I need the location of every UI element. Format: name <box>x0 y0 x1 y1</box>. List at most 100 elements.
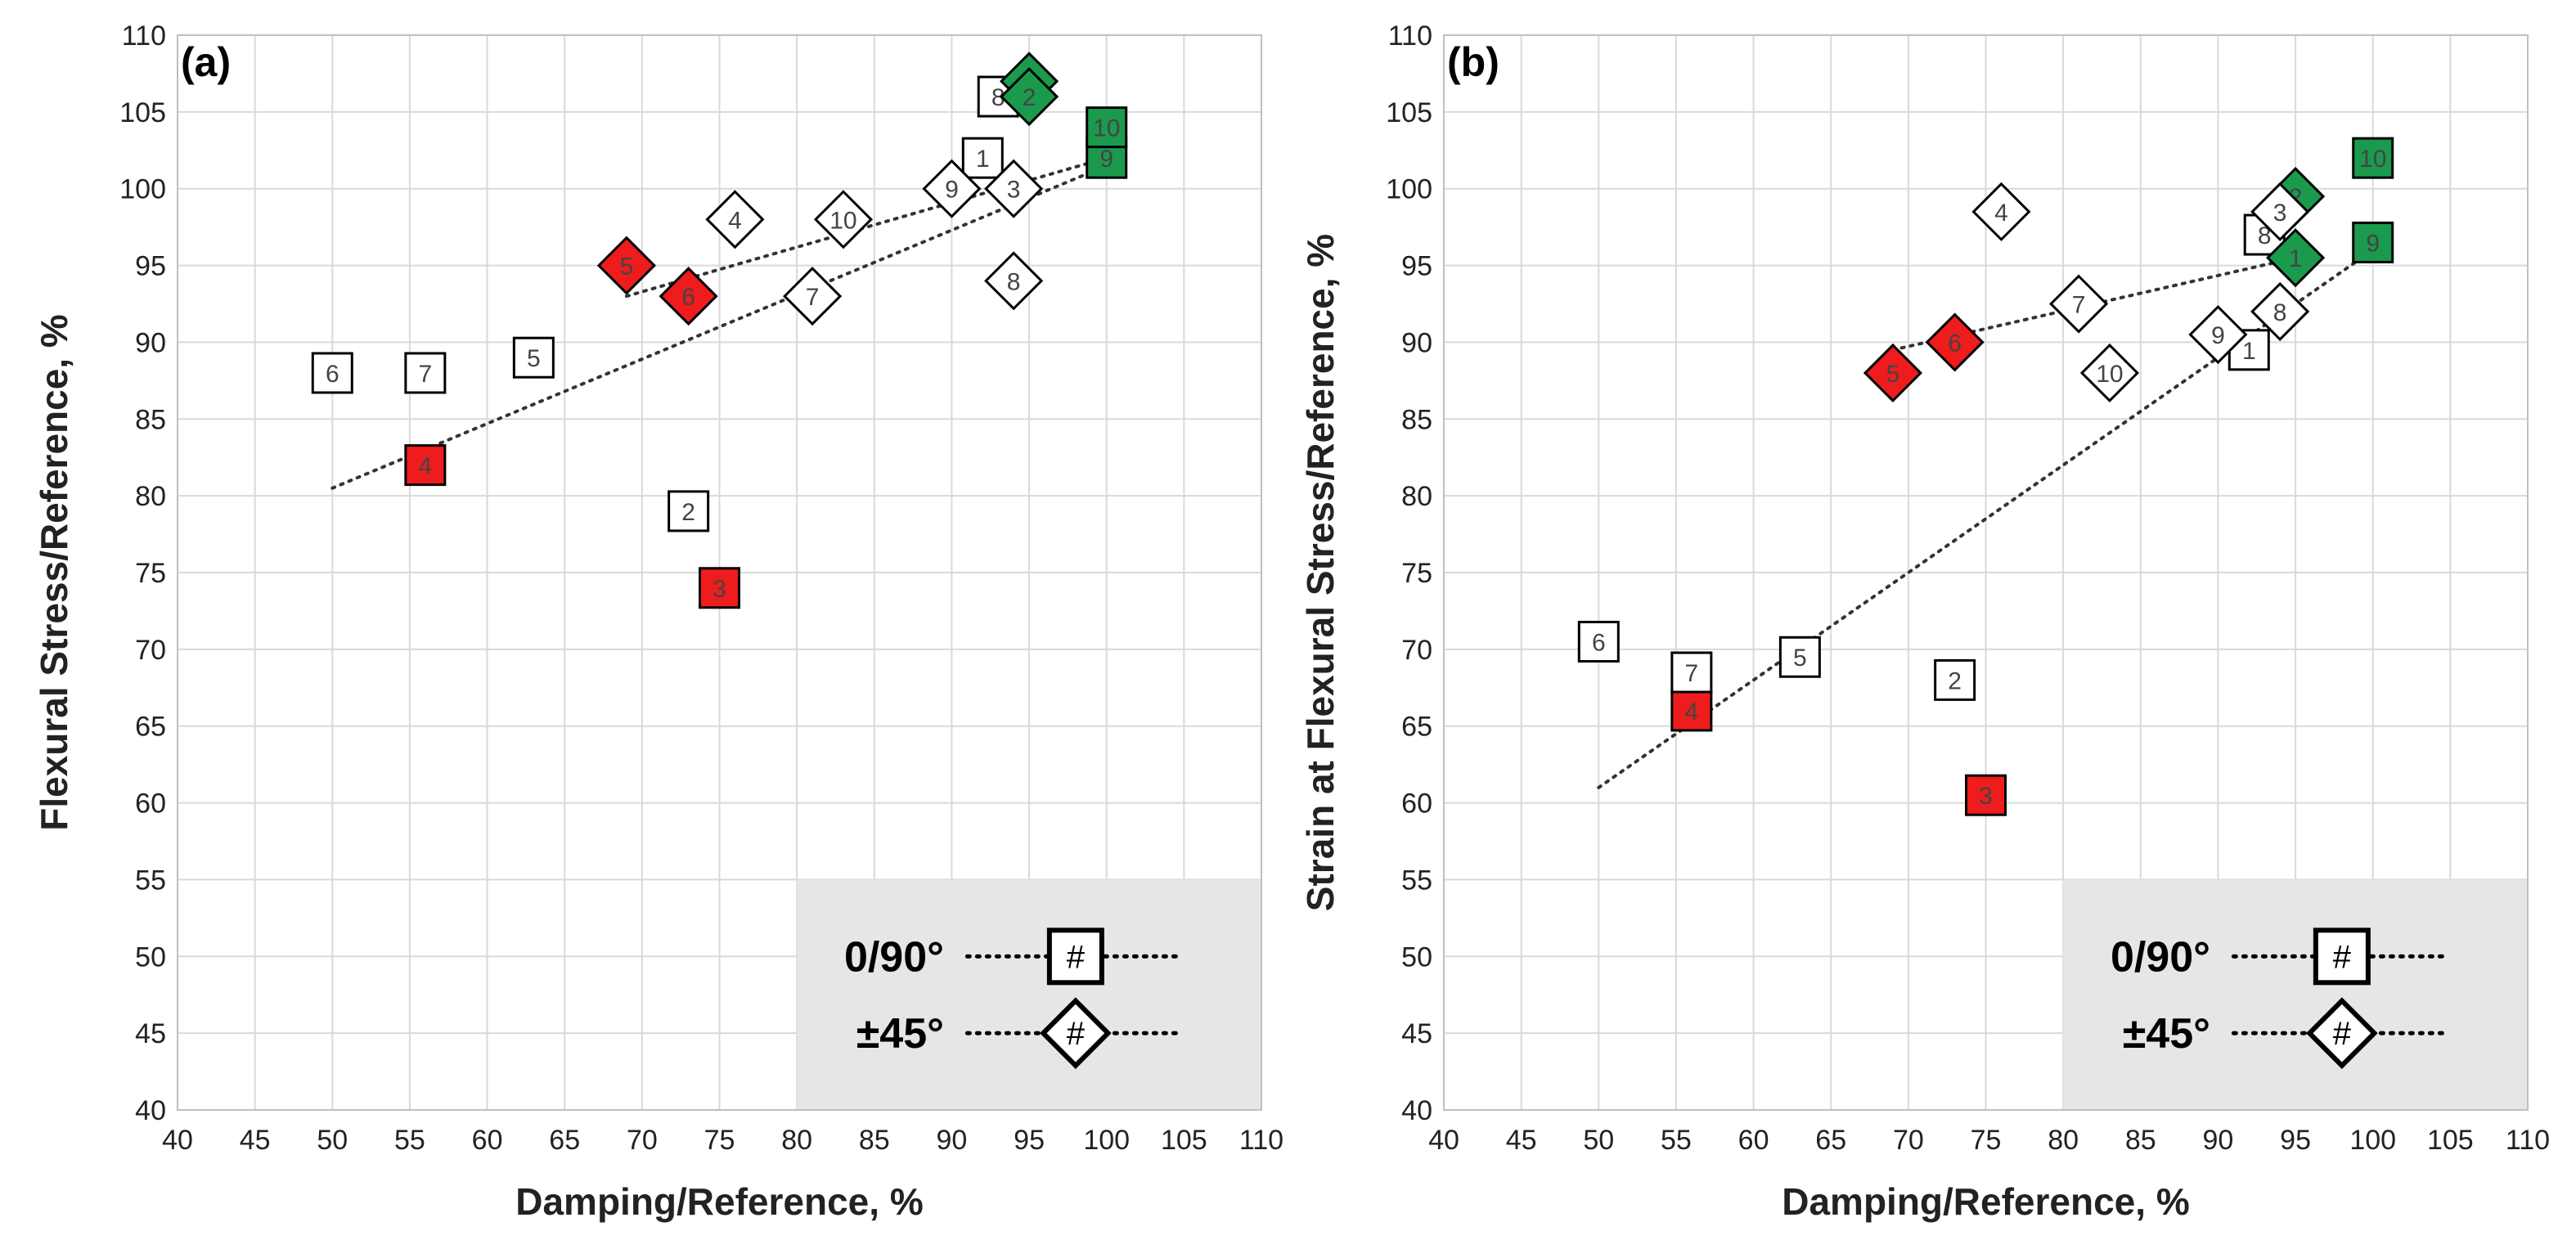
square-marker <box>668 490 710 532</box>
chart-b-y-tick-label: 75 <box>1401 558 1432 589</box>
chart-a-square-point-10: 10 <box>1086 106 1128 149</box>
chart-a-diamond-point-10: 10 <box>813 190 873 249</box>
chart-a-y-tick-label: 80 <box>135 481 166 512</box>
square-marker <box>699 567 740 609</box>
chart-a-y-tick-label: 85 <box>135 404 166 435</box>
point-label: 9 <box>1099 146 1113 173</box>
point-label: 9 <box>2211 322 2225 349</box>
point-label: 10 <box>829 207 856 234</box>
chart-a-diamond-point-2: 2 <box>1000 67 1059 127</box>
chart-a-x-axis-title: Damping/Reference, % <box>515 1180 923 1223</box>
chart-a-x-tick-label: 80 <box>781 1125 812 1156</box>
chart-a-diamond-point-9: 9 <box>922 159 982 218</box>
chart-b-y-tick-label: 55 <box>1401 865 1432 896</box>
square-marker <box>2352 137 2394 179</box>
point-label: 3 <box>2273 200 2287 227</box>
chart-a-diamond-point-4: 4 <box>705 190 765 249</box>
chart-b-square-point-10: 10 <box>2352 137 2394 179</box>
point-label: 8 <box>2273 299 2287 326</box>
chart-a-y-tick-label: 50 <box>135 941 166 973</box>
chart-a-y-axis-title: Flexural Stress/Reference, % <box>33 314 75 831</box>
square-marker <box>1670 651 1713 694</box>
chart-b-x-tick-label: 45 <box>1506 1125 1537 1156</box>
chart-a-x-tick-label: 90 <box>937 1125 968 1156</box>
diamond-marker <box>1971 182 2031 241</box>
chart-b-y-axis-title: Strain at Flexural Stress/Reference, % <box>1299 234 1342 911</box>
chart-b-square-point-9: 9 <box>2352 221 2394 263</box>
point-label: 2 <box>681 499 695 526</box>
chart-a-legend-entry-1: 0/90° # <box>844 928 1179 986</box>
chart-b-x-tick-label: 60 <box>1738 1125 1769 1156</box>
square-marker <box>512 336 555 379</box>
legend-symbol: # <box>2333 1016 2352 1052</box>
point-label: 10 <box>1093 115 1120 142</box>
legend-square-marker <box>2313 928 2371 986</box>
chart-a-plot-frame <box>177 34 1262 1111</box>
chart-a-diamond-point-5: 5 <box>596 236 656 295</box>
chart-b-y-tick-label: 85 <box>1401 404 1432 435</box>
legend-label: ±45° <box>856 1010 944 1058</box>
point-label: 5 <box>1793 645 1807 672</box>
point-label: 2 <box>1023 84 1036 111</box>
chart-a-x-tick-label: 50 <box>317 1125 348 1156</box>
diamond-marker <box>1863 343 1922 403</box>
chart-b-x-tick-label: 40 <box>1428 1125 1459 1156</box>
chart-a-y-tick-label: 100 <box>119 174 166 205</box>
point-label: 4 <box>728 207 742 234</box>
square-marker <box>404 444 447 487</box>
square-marker <box>961 137 1004 179</box>
point-label: 2 <box>1948 667 1962 694</box>
chart-b-y-tick-label: 95 <box>1401 251 1432 282</box>
diamond-marker <box>984 251 1044 311</box>
chart-b-y-tick-label: 110 <box>1388 20 1432 52</box>
chart-b-square-point-6: 6 <box>1577 620 1620 663</box>
point-label: 1 <box>2242 338 2256 365</box>
diamond-marker <box>705 190 765 249</box>
chart-a-y-tick-label: 60 <box>135 788 166 820</box>
point-label: 7 <box>1685 660 1699 687</box>
chart-a-x-tick-label: 70 <box>627 1125 658 1156</box>
chart-b-diamond-point-10: 10 <box>2079 343 2139 403</box>
chart-a-y-tick-label: 40 <box>135 1095 166 1126</box>
chart-a-square-point-2: 2 <box>668 490 710 532</box>
square-marker <box>1778 636 1821 678</box>
chart-a-x-tick-label: 105 <box>1161 1125 1207 1156</box>
chart-a-y-tick-label: 55 <box>135 865 166 896</box>
chart-a-y-tick-label: 70 <box>135 635 166 666</box>
chart-a-y-tick-label: 105 <box>119 97 166 128</box>
chart-b-x-tick-label: 80 <box>2048 1125 2079 1156</box>
legend-square-marker <box>1046 928 1104 986</box>
chart-b-y-tick-label: 105 <box>1386 97 1432 128</box>
point-label: 7 <box>419 361 433 388</box>
chart-a-square-point-1: 1 <box>961 137 1004 179</box>
point-label: 3 <box>1007 177 1021 204</box>
chart-a-y-tick-label: 75 <box>135 558 166 589</box>
diamond-marker <box>1000 67 1059 127</box>
chart-b-plot-frame <box>1443 34 2529 1111</box>
square-marker <box>311 352 353 394</box>
chart-b-y-tick-label: 65 <box>1401 712 1432 743</box>
point-label: 6 <box>326 361 339 388</box>
diamond-marker <box>596 236 656 295</box>
chart-b-square-point-3: 3 <box>1965 774 2007 816</box>
point-label: 6 <box>1592 629 1606 656</box>
chart-a-y-tick-label: 45 <box>135 1018 166 1049</box>
chart-b: 40 45 50 55 60 65 70 75 80 85 90 95 100 105 1104045505… <box>1299 20 2550 1223</box>
chart-a-diamond-point-8: 8 <box>984 251 1044 311</box>
chart-a-y-tick-label: 90 <box>135 327 166 358</box>
legend-label: ±45° <box>2123 1010 2210 1058</box>
chart-b-y-tick-label: 50 <box>1401 941 1432 973</box>
chart-b-diamond-point-8: 8 <box>2250 281 2310 341</box>
chart-a-x-tick-label: 75 <box>704 1125 735 1156</box>
point-label: 6 <box>1948 330 1962 357</box>
chart-a-square-point-7: 7 <box>404 352 447 394</box>
legend-diamond-marker <box>1040 997 1112 1069</box>
point-label: 10 <box>2096 361 2123 388</box>
diamond-marker <box>2079 343 2139 403</box>
chart-a-x-tick-label: 45 <box>240 1125 271 1156</box>
chart-b-legend-background <box>2063 879 2528 1110</box>
chart-b-x-tick-label: 50 <box>1583 1125 1614 1156</box>
diamond-marker <box>783 267 843 326</box>
diamond-marker <box>2049 274 2109 334</box>
